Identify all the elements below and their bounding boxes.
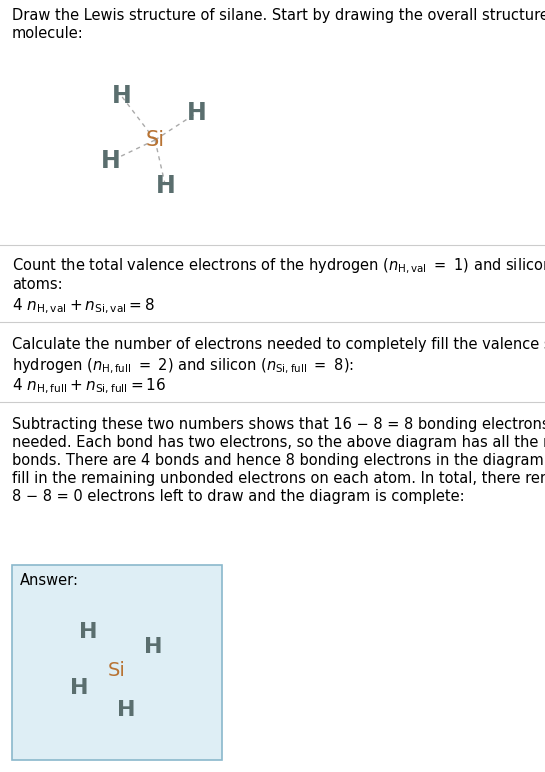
Text: fill in the remaining unbonded electrons on each atom. In total, there remain: fill in the remaining unbonded electrons… — [12, 471, 545, 486]
Text: $4\ n_{\mathrm{H,full}} + n_{\mathrm{Si,full}} = 16$: $4\ n_{\mathrm{H,full}} + n_{\mathrm{Si,… — [12, 377, 166, 396]
Text: H: H — [117, 700, 135, 720]
Text: Draw the Lewis structure of silane. Start by drawing the overall structure of th: Draw the Lewis structure of silane. Star… — [12, 8, 545, 23]
Text: Si: Si — [108, 661, 126, 680]
Text: Calculate the number of electrons needed to completely fill the valence shells f: Calculate the number of electrons needed… — [12, 337, 545, 352]
Text: Si: Si — [146, 130, 165, 150]
Text: H: H — [101, 149, 121, 173]
Text: H: H — [70, 679, 88, 699]
Text: H: H — [144, 637, 162, 657]
Text: Subtracting these two numbers shows that 16 − 8 = 8 bonding electrons are: Subtracting these two numbers shows that… — [12, 417, 545, 432]
Text: 8 − 8 = 0 electrons left to draw and the diagram is complete:: 8 − 8 = 0 electrons left to draw and the… — [12, 489, 465, 504]
Text: needed. Each bond has two electrons, so the above diagram has all the necessary: needed. Each bond has two electrons, so … — [12, 435, 545, 450]
FancyBboxPatch shape — [12, 565, 222, 760]
Text: atoms:: atoms: — [12, 277, 63, 292]
Text: H: H — [79, 622, 98, 642]
Text: Count the total valence electrons of the hydrogen ($n_{\mathrm{H,val}}\ =\ 1$) a: Count the total valence electrons of the… — [12, 257, 545, 276]
Text: molecule:: molecule: — [12, 26, 84, 41]
Text: H: H — [156, 174, 175, 198]
Text: Answer:: Answer: — [20, 573, 79, 588]
Text: hydrogen ($n_{\mathrm{H,full}}\ =\ 2$) and silicon ($n_{\mathrm{Si,full}}\ =\ 8$: hydrogen ($n_{\mathrm{H,full}}\ =\ 2$) a… — [12, 357, 354, 376]
Text: $4\ n_{\mathrm{H,val}} + n_{\mathrm{Si,val}} = 8$: $4\ n_{\mathrm{H,val}} + n_{\mathrm{Si,v… — [12, 297, 155, 317]
Text: H: H — [187, 100, 207, 125]
Text: bonds. There are 4 bonds and hence 8 bonding electrons in the diagram. Lastly,: bonds. There are 4 bonds and hence 8 bon… — [12, 453, 545, 468]
Text: H: H — [112, 84, 131, 108]
